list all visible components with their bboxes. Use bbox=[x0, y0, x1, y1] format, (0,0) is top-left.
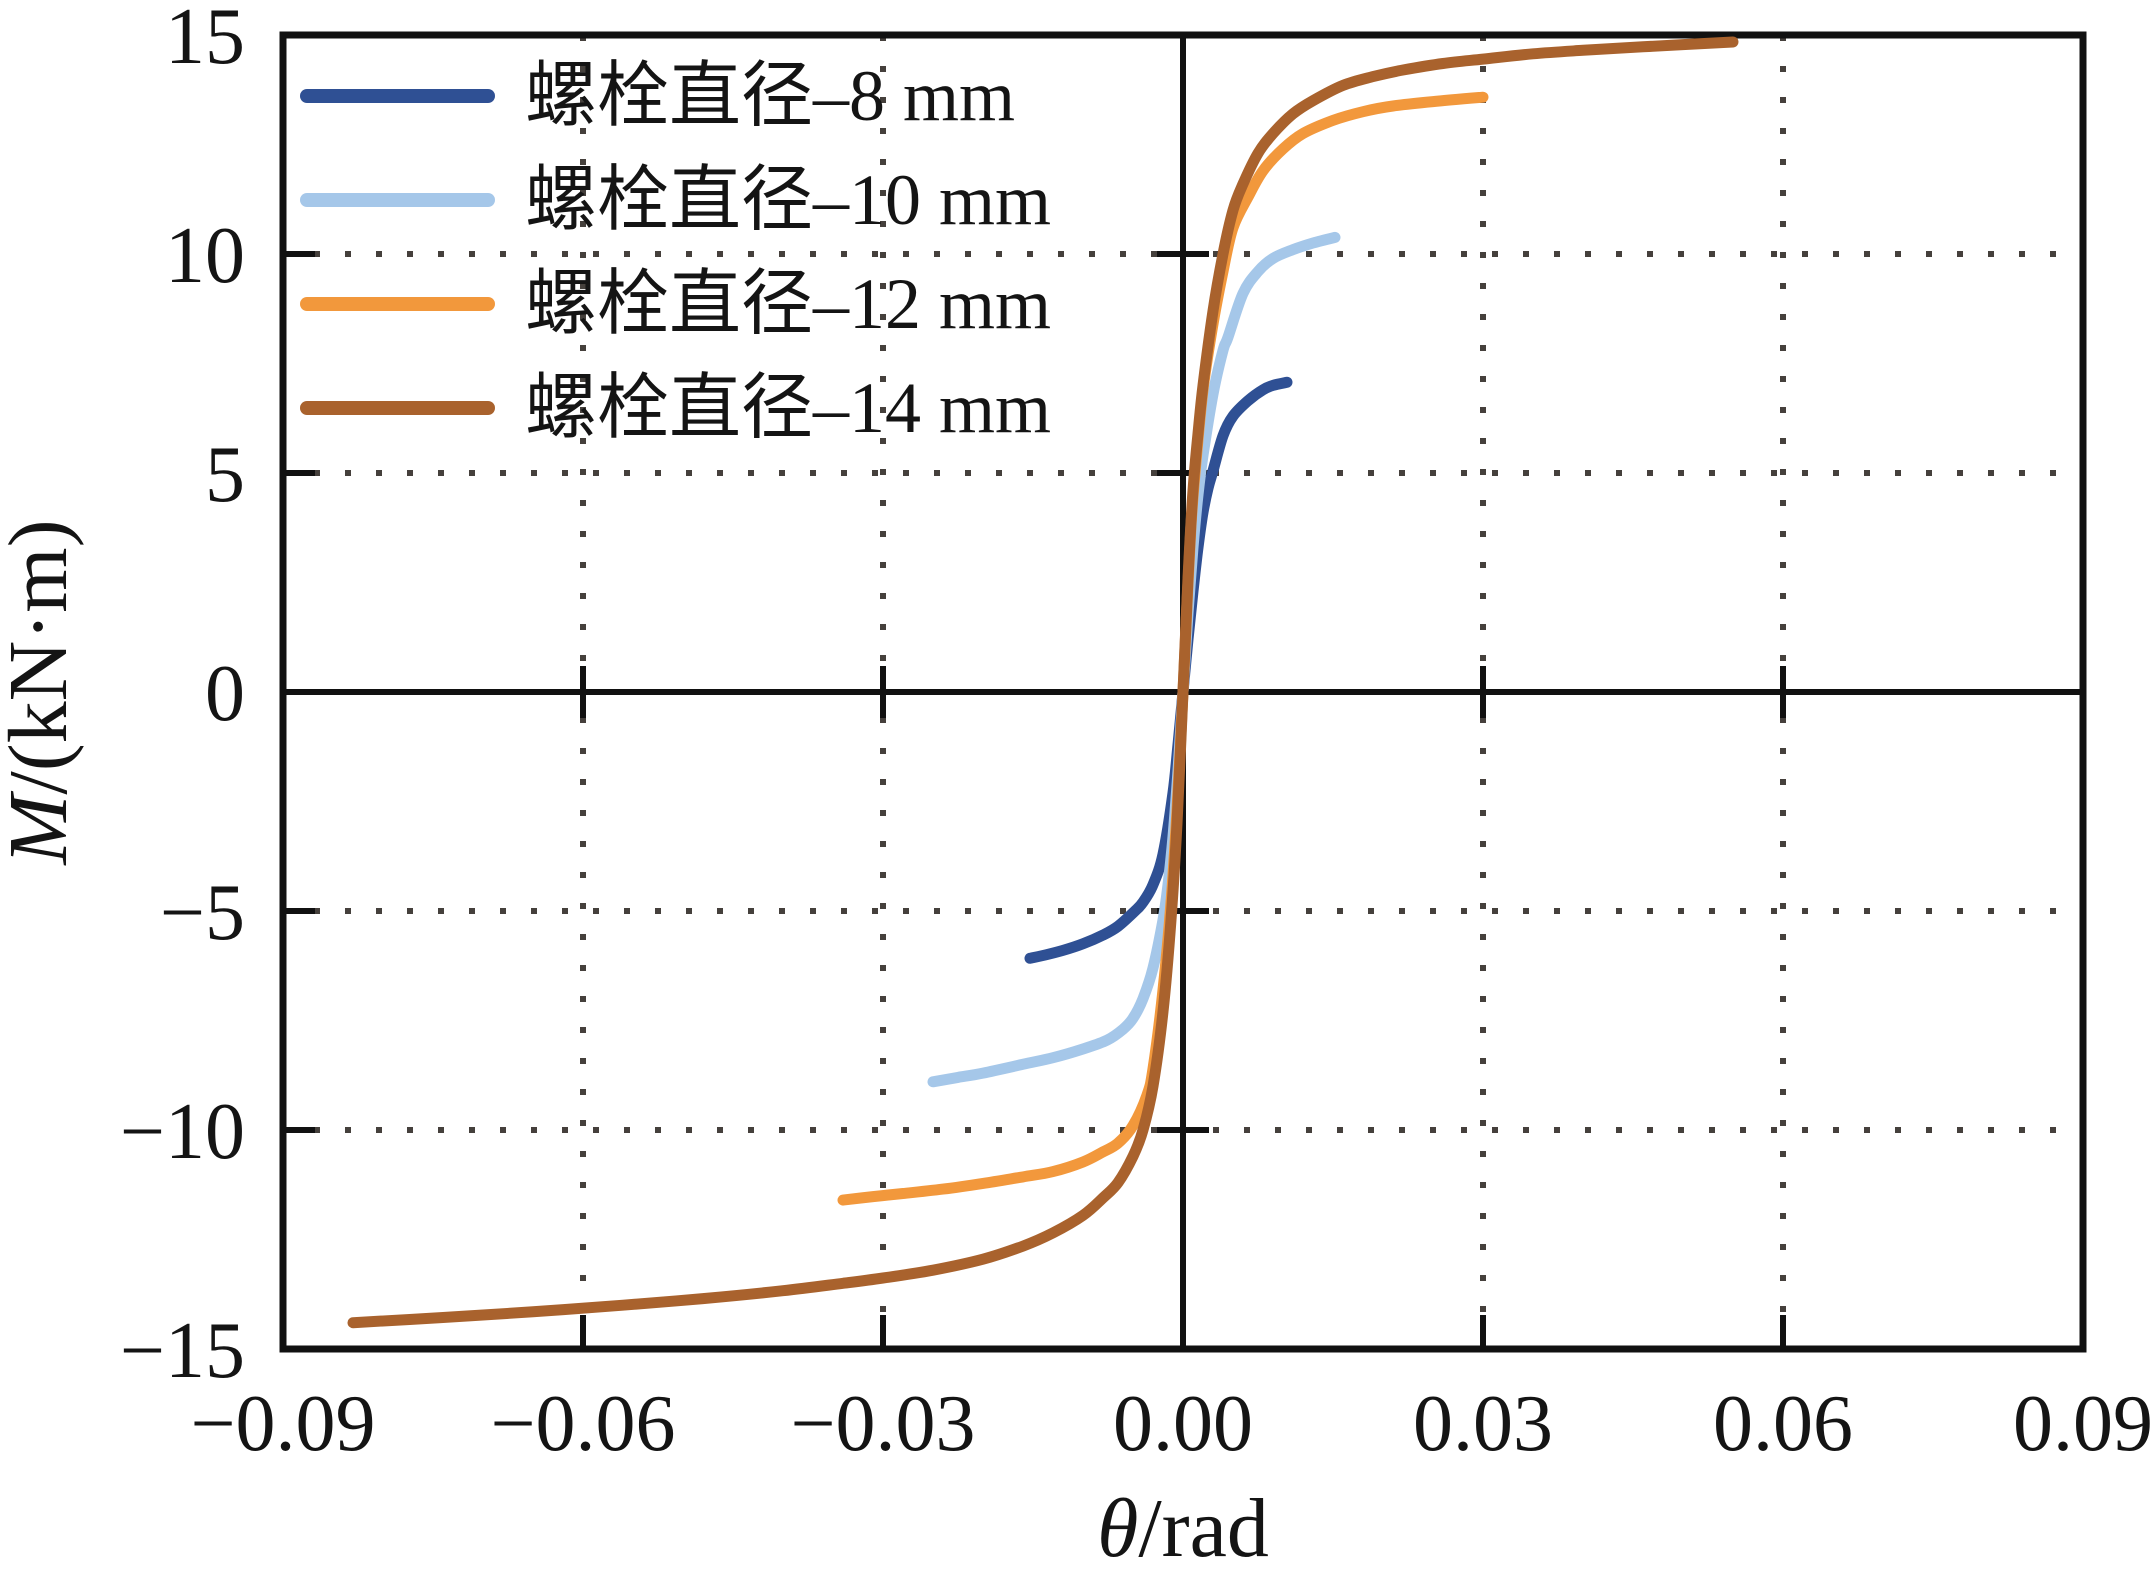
legend-swatch-12mm bbox=[300, 297, 495, 311]
y-tick-label: 5 bbox=[205, 431, 245, 519]
x-axis-title: θ/rad bbox=[1097, 1482, 1269, 1571]
y-tick-label: 10 bbox=[165, 212, 245, 300]
x-tick-label: −0.03 bbox=[790, 1380, 975, 1468]
series-line-1 bbox=[1024, 376, 1293, 964]
x-tick-label: 0.03 bbox=[1413, 1380, 1553, 1468]
y-axis-title: M/(kN·m) bbox=[0, 519, 85, 865]
x-tick-label: 0.06 bbox=[1713, 1380, 1853, 1468]
y-tick-label: 0 bbox=[205, 650, 245, 738]
y-tick-label: −10 bbox=[120, 1088, 245, 1176]
x-tick-label: 0.09 bbox=[2013, 1380, 2152, 1468]
y-tick-label: −15 bbox=[120, 1307, 245, 1395]
legend-label-10mm: 螺栓直径–10 mm bbox=[525, 160, 1052, 240]
legend-swatch-10mm bbox=[300, 193, 495, 207]
y-tick-label: 15 bbox=[165, 0, 245, 81]
x-tick-label: −0.06 bbox=[490, 1380, 675, 1468]
x-tick-label: 0.00 bbox=[1113, 1380, 1253, 1468]
x-tick-label: −0.09 bbox=[190, 1380, 375, 1468]
series-line-4 bbox=[347, 36, 1739, 1329]
legend-item-12mm: 螺栓直径–12 mm bbox=[300, 252, 1051, 356]
legend-item-14mm: 螺栓直径–14 mm bbox=[300, 356, 1051, 460]
legend-item-8mm: 螺栓直径–8 mm bbox=[300, 44, 1051, 148]
legend-swatch-14mm bbox=[300, 401, 495, 415]
legend-label-14mm: 螺栓直径–14 mm bbox=[525, 368, 1052, 448]
y-tick-label: −5 bbox=[160, 869, 245, 957]
plot-frame bbox=[279, 31, 2087, 1353]
legend: 螺栓直径–8 mm 螺栓直径–10 mm 螺栓直径–12 mm 螺栓直径–14 … bbox=[300, 44, 1051, 460]
legend-label-12mm: 螺栓直径–12 mm bbox=[525, 264, 1052, 344]
legend-label-8mm: 螺栓直径–8 mm bbox=[525, 56, 1016, 136]
legend-swatch-8mm bbox=[300, 89, 495, 103]
legend-item-10mm: 螺栓直径–10 mm bbox=[300, 148, 1051, 252]
